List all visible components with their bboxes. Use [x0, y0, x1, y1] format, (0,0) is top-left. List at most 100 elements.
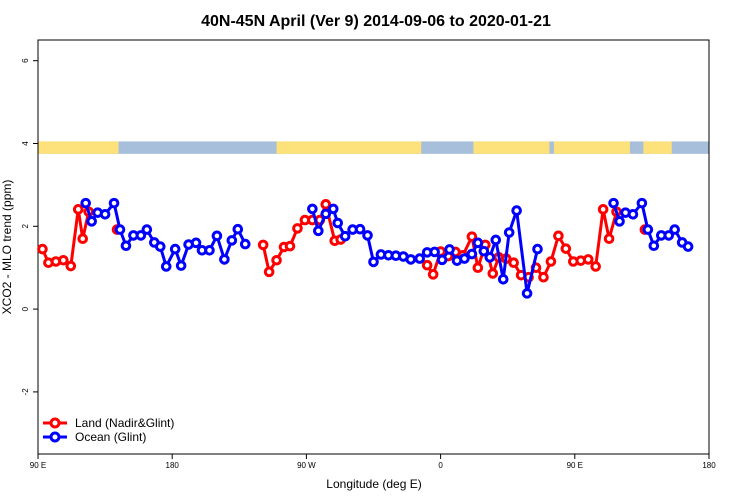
- series-1-point-41: [429, 246, 440, 258]
- land-band-0: [38, 141, 119, 154]
- series-1-point-57: [614, 216, 625, 227]
- series-1-segment-51: [494, 238, 505, 281]
- series-1: [80, 197, 694, 299]
- series-0-segment-45: [594, 207, 605, 268]
- series-1-point-12: [160, 261, 172, 272]
- series-1-point-33: [368, 256, 379, 268]
- y-tick-label-1: 0: [21, 306, 30, 311]
- series-0-point-10: [263, 266, 275, 278]
- series-1-point-16: [190, 237, 202, 249]
- series-1-point-14: [175, 260, 187, 271]
- series-0-point-44: [590, 261, 601, 272]
- y-tick-label-0: -2: [21, 388, 30, 396]
- legend: Land (Nadir&Glint) Ocean (Glint): [43, 416, 174, 444]
- legend-ocean-label: Ocean (Glint): [75, 430, 146, 444]
- series-0-point-27: [466, 231, 478, 242]
- series-1-point-24: [307, 203, 318, 215]
- series-1-point-52: [503, 227, 515, 238]
- series-1-point-26: [320, 208, 332, 220]
- series-1-point-9: [141, 224, 153, 235]
- series-1-point-29: [339, 230, 351, 242]
- land-band-3: [553, 141, 630, 154]
- series-1-point-59: [627, 208, 639, 220]
- series-1-point-18: [204, 245, 215, 256]
- series-1-point-23: [239, 238, 251, 250]
- series-layer: [37, 197, 694, 299]
- series-0-point-3: [58, 254, 69, 266]
- series-1-point-21: [226, 235, 238, 246]
- series-1-point-11: [154, 241, 166, 252]
- legend-ocean-marker: [49, 431, 61, 443]
- series-1-point-51: [497, 273, 509, 285]
- series-1-point-31: [354, 223, 366, 235]
- x-tick-label-3: 0: [438, 461, 443, 470]
- series-0-point-13: [284, 240, 296, 252]
- series-0-point-30: [487, 268, 499, 279]
- y-tick-label-2: 2: [21, 224, 30, 229]
- land-ocean-strip: [38, 141, 709, 154]
- land-band-4: [643, 141, 672, 154]
- series-0-point-33: [508, 257, 519, 269]
- chart-title: 40N-45N April (Ver 9) 2014-09-06 to 2020…: [201, 13, 551, 30]
- legend-land-label: Land (Nadir&Glint): [75, 416, 174, 430]
- series-0-point-5: [72, 204, 84, 215]
- series-1-point-46: [466, 248, 478, 260]
- series-1-point-1: [86, 216, 97, 227]
- series-0-point-45: [597, 204, 609, 215]
- series-0-point-39: [553, 230, 564, 242]
- x-tick-label-2: 90 W: [297, 461, 316, 470]
- series-1-point-3: [99, 208, 111, 220]
- series-1-point-60: [636, 197, 648, 209]
- series-1-point-0: [80, 197, 92, 209]
- series-1-point-55: [532, 243, 543, 255]
- series-0-point-11: [271, 254, 282, 266]
- y-axis: -2 0 2 4 6: [21, 58, 38, 396]
- series-1-point-42: [436, 254, 448, 266]
- series-1-point-8: [135, 230, 147, 241]
- series-1-point-43: [444, 244, 455, 255]
- x-tick-label-0: 90 E: [30, 461, 46, 470]
- land-band-2: [473, 141, 550, 154]
- series-1-point-39: [414, 253, 426, 264]
- series-1-point-32: [362, 230, 373, 241]
- legend-item-land: Land (Nadir&Glint): [43, 416, 174, 430]
- series-1-point-50: [490, 234, 502, 246]
- series-1-point-5: [114, 224, 126, 235]
- series-0-point-18: [320, 199, 332, 210]
- series-0-point-28: [472, 262, 484, 274]
- series-1-point-47: [472, 237, 484, 249]
- series-0-point-4: [65, 260, 77, 272]
- series-1-point-27: [327, 203, 339, 215]
- series-0-point-46: [603, 233, 615, 245]
- series-0-segment-5: [69, 207, 80, 268]
- series-1-point-19: [211, 230, 223, 242]
- series-1-point-53: [511, 205, 522, 216]
- y-axis-label: XCO2 - MLO trend (ppm): [0, 180, 14, 315]
- series-0-point-37: [538, 271, 549, 283]
- series-1-point-62: [648, 240, 660, 252]
- series-0-point-14: [292, 223, 303, 234]
- y-tick-label-4: 6: [21, 58, 30, 63]
- y-tick-label-3: 4: [21, 141, 30, 146]
- series-1-point-61: [642, 224, 654, 235]
- series-1-point-45: [459, 253, 470, 264]
- x-tick-label-5: 180: [702, 461, 716, 470]
- x-axis-label: Longitude (deg E): [326, 477, 421, 491]
- x-axis: 90 E 180 90 W 0 90 E 180: [30, 454, 716, 470]
- series-1-point-25: [313, 225, 324, 237]
- series-1-segment-55: [525, 247, 540, 295]
- series-1-point-49: [484, 252, 496, 263]
- series-1-point-22: [232, 223, 244, 235]
- series-0-point-43: [582, 254, 594, 265]
- series-0-point-21: [421, 259, 433, 271]
- x-tick-label-4: 90 E: [567, 461, 583, 470]
- series-1-point-13: [169, 243, 181, 255]
- series-1-point-56: [608, 197, 619, 209]
- series-0-point-9: [257, 239, 269, 251]
- land-band-1: [276, 141, 422, 154]
- series-1-point-4: [108, 197, 120, 209]
- plot-frame: [37, 39, 710, 455]
- series-0-point-40: [560, 243, 572, 254]
- series-1-point-64: [663, 230, 675, 241]
- series-0-point-22: [427, 269, 439, 280]
